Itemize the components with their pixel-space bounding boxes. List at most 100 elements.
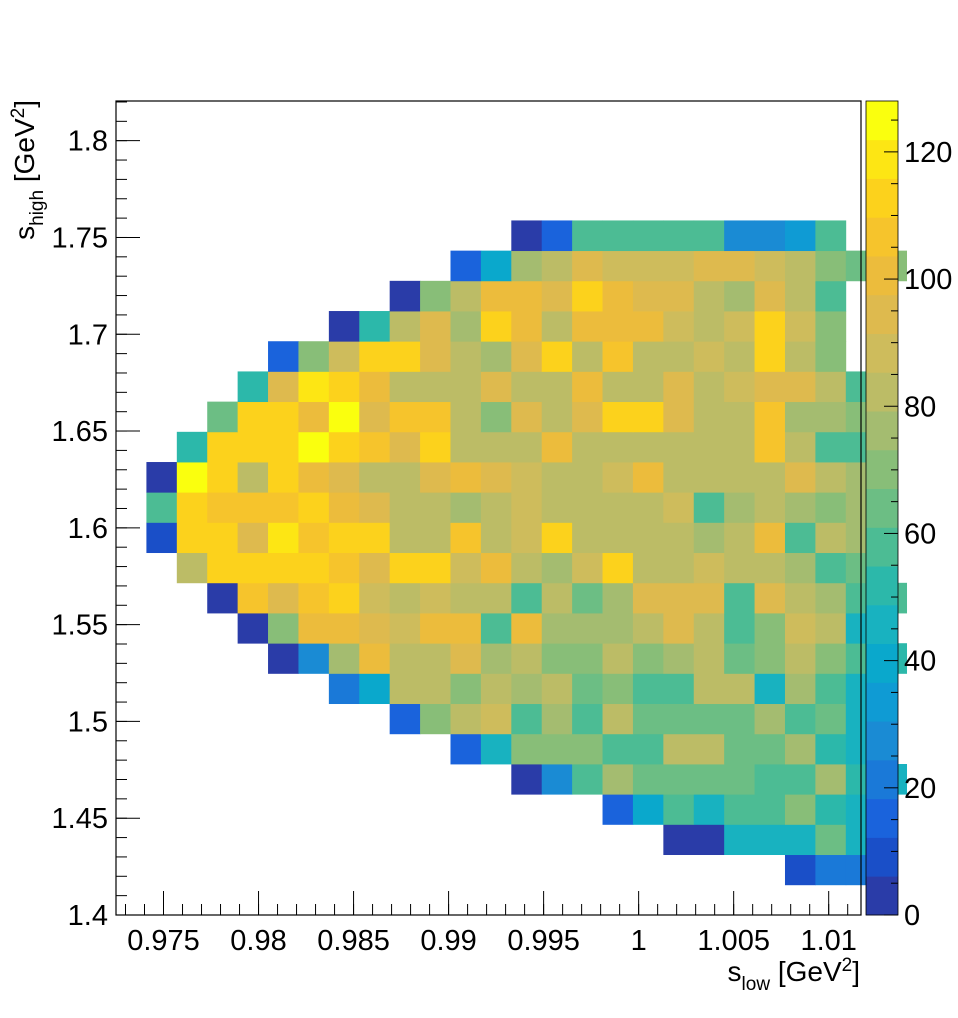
heatmap-cell (693, 613, 725, 644)
heatmap-cell (784, 401, 816, 433)
y-tick-label: 1.6 (68, 513, 108, 545)
heatmap-cell (389, 280, 421, 312)
colorbar-tick-label: 20 (904, 773, 936, 805)
heatmap-cell (602, 250, 634, 282)
heatmap-cell (541, 250, 573, 282)
heatmap-cell (328, 613, 360, 644)
heatmap-cell (268, 552, 299, 584)
heatmap-cell (602, 431, 634, 463)
heatmap-cell (450, 462, 482, 493)
heatmap-cell (663, 431, 695, 463)
heatmap-cell (480, 552, 512, 584)
heatmap-cell (602, 733, 634, 765)
heatmap-cell (784, 794, 816, 825)
heatmap-cell (298, 462, 330, 493)
heatmap-cell (663, 371, 695, 403)
heatmap-cell (815, 764, 847, 795)
heatmap-cell (815, 401, 847, 433)
heatmap-cell (328, 522, 360, 554)
heatmap-cell (602, 462, 634, 493)
heatmap-cell (784, 462, 816, 493)
heatmap-cell (602, 764, 634, 795)
heatmap-cell (298, 582, 330, 614)
heatmap-cell (541, 673, 573, 705)
heatmap-cell (389, 401, 421, 433)
x-tick-label: 1.005 (697, 925, 770, 957)
heatmap-cell (724, 733, 755, 765)
heatmap-cell (207, 462, 239, 493)
heatmap-cell (420, 280, 451, 312)
heatmap-cell (602, 582, 634, 614)
colorbar-segment (866, 101, 898, 141)
heatmap-cell (480, 311, 512, 342)
heatmap-cell (480, 643, 512, 674)
heatmap-cell (389, 462, 421, 493)
heatmap-cell (815, 854, 847, 886)
heatmap-cell (207, 492, 239, 523)
colorbar-frame (865, 100, 899, 916)
heatmap-cell (663, 794, 695, 825)
heatmap-cell (815, 431, 847, 463)
heatmap-cell (663, 280, 695, 312)
heatmap-cell (815, 552, 847, 584)
x-tick-label: 0.99 (420, 925, 476, 957)
heatmap-cell (572, 582, 603, 614)
heatmap-cell (754, 220, 786, 252)
colorbar-segment (866, 488, 898, 528)
heatmap-cell (359, 552, 391, 584)
heatmap-cell (298, 613, 330, 644)
heatmap-cell (663, 703, 695, 735)
heatmap-cell (602, 794, 634, 825)
heatmap-cell (724, 401, 755, 433)
heatmap-cell (632, 733, 664, 765)
heatmap-cell (784, 220, 816, 252)
colorbar-tick-label: 80 (904, 391, 936, 423)
heatmap-cell (511, 522, 543, 554)
heatmap-cell (724, 794, 755, 825)
heatmap-cell (724, 371, 755, 403)
heatmap-cell (480, 401, 512, 433)
heatmap-cell (724, 311, 755, 342)
colorbar-segment (866, 217, 898, 257)
heatmap-cell (328, 371, 360, 403)
heatmap-cell (724, 824, 755, 856)
heatmap-cell (511, 492, 543, 523)
heatmap-cell (268, 522, 299, 554)
heatmap-cell (784, 552, 816, 584)
heatmap-cell (693, 703, 725, 735)
heatmap-cell (784, 673, 816, 705)
heatmap-cell (632, 643, 664, 674)
heatmap-cell (541, 371, 573, 403)
heatmap-cell (511, 764, 543, 795)
heatmap-cell (784, 613, 816, 644)
heatmap-cell (389, 492, 421, 523)
heatmap-cell (268, 582, 299, 614)
x-axis-ticks: 0.975 0.98 0.985 0.99 0.995 1 1.005 1.01 (125, 891, 857, 957)
heatmap-cell (724, 643, 755, 674)
heatmap-cell (754, 673, 786, 705)
heatmap-cell (541, 492, 573, 523)
colorbar-segment (866, 682, 898, 722)
heatmap-cell (420, 492, 451, 523)
heatmap-cell (328, 401, 360, 433)
heatmap-cell (754, 582, 786, 614)
y-axis-title: shigh [GeV2] (8, 100, 48, 240)
heatmap-cell (480, 250, 512, 282)
heatmap-cell (663, 643, 695, 674)
heatmap-cell (176, 431, 208, 463)
heatmap-cell (541, 643, 573, 674)
heatmap-cell (693, 522, 725, 554)
heatmap-cell (359, 522, 391, 554)
heatmap-cell (663, 250, 695, 282)
heatmap-cell (602, 401, 634, 433)
heatmap-cell (328, 311, 360, 342)
heatmap-cell (450, 613, 482, 644)
heatmap-cell (693, 643, 725, 674)
heatmap-cell (480, 371, 512, 403)
heatmap-cell (754, 643, 786, 674)
heatmap-cell (693, 280, 725, 312)
colorbar-segment (866, 759, 898, 800)
heatmap-cell (389, 371, 421, 403)
heatmap-cell (632, 250, 664, 282)
heatmap-cell (632, 220, 664, 252)
